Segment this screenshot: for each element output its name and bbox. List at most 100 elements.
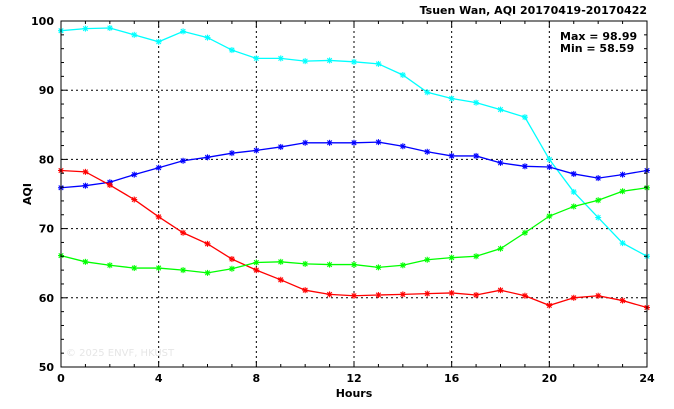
- data-point: [302, 139, 309, 146]
- data-point: [375, 139, 382, 146]
- data-point: [521, 292, 528, 299]
- data-point: [253, 259, 260, 266]
- y-tick-label: 50: [39, 361, 55, 374]
- data-point: [277, 276, 284, 283]
- data-point: [595, 214, 602, 221]
- data-point: [131, 265, 138, 272]
- data-point: [277, 143, 284, 150]
- data-point: [595, 175, 602, 182]
- data-point: [180, 157, 187, 164]
- y-tick-labels: 50 60 70 80 90 100: [31, 15, 54, 374]
- grid-lines: [61, 21, 647, 367]
- data-point: [180, 28, 187, 35]
- data-point: [521, 229, 528, 236]
- x-tick-label: 20: [542, 372, 558, 385]
- data-point: [131, 31, 138, 38]
- y-tick-label: 90: [39, 84, 55, 97]
- data-point: [570, 170, 577, 177]
- data-point: [424, 290, 431, 297]
- data-point: [131, 196, 138, 203]
- data-point: [277, 258, 284, 265]
- data-point: [155, 213, 162, 220]
- data-point: [326, 139, 333, 146]
- data-point: [521, 163, 528, 170]
- data-point: [228, 256, 235, 263]
- data-point: [399, 291, 406, 298]
- data-point: [546, 156, 553, 163]
- data-point: [82, 182, 89, 189]
- data-point: [155, 38, 162, 45]
- min-stat: Min = 58.59: [560, 42, 634, 55]
- y-tick-label: 100: [31, 15, 54, 28]
- y-tick-label: 70: [39, 223, 55, 236]
- data-point: [619, 240, 626, 247]
- data-point: [82, 25, 89, 32]
- data-point: [82, 168, 89, 175]
- data-point: [619, 297, 626, 304]
- data-point: [546, 164, 553, 171]
- x-tick-label: 0: [57, 372, 65, 385]
- data-point: [546, 302, 553, 309]
- data-point: [473, 99, 480, 106]
- data-point: [375, 60, 382, 67]
- data-point: [619, 188, 626, 195]
- data-point: [595, 197, 602, 204]
- data-point: [106, 24, 113, 31]
- data-point: [351, 139, 357, 146]
- data-point: [253, 55, 260, 62]
- data-point: [326, 291, 333, 298]
- series-1: [58, 24, 650, 260]
- data-point: [228, 150, 235, 157]
- data-point: [326, 261, 333, 268]
- data-point: [302, 260, 309, 267]
- y-tick-label: 80: [39, 153, 55, 166]
- data-point: [302, 58, 309, 65]
- data-point: [424, 89, 431, 96]
- data-point: [351, 261, 357, 268]
- x-axis-title: Hours: [336, 387, 373, 400]
- data-point: [180, 267, 187, 274]
- data-point: [155, 265, 162, 272]
- data-point: [448, 289, 455, 296]
- data-point: [497, 287, 504, 294]
- data-point: [106, 182, 113, 189]
- data-point: [521, 114, 528, 121]
- data-point: [473, 253, 480, 260]
- data-point: [473, 292, 480, 299]
- data-point: [497, 159, 504, 166]
- series-3: [58, 167, 650, 311]
- data-point: [302, 287, 309, 294]
- series-4: [58, 184, 650, 276]
- y-axis-title: AQI: [21, 183, 34, 205]
- data-point: [399, 262, 406, 269]
- data-point: [399, 71, 406, 78]
- data-point: [106, 262, 113, 269]
- max-stat: Max = 98.99: [560, 30, 637, 43]
- data-point: [424, 256, 431, 263]
- data-point: [497, 245, 504, 252]
- data-point: [424, 148, 431, 155]
- data-point: [326, 57, 333, 64]
- data-point: [448, 152, 455, 159]
- data-point: [180, 229, 187, 236]
- data-point: [277, 55, 284, 62]
- data-point: [619, 171, 626, 178]
- data-point: [204, 154, 211, 161]
- x-tick-label: 8: [253, 372, 261, 385]
- series-2: [58, 139, 650, 191]
- series-line: [60, 141, 648, 189]
- data-point: [375, 264, 382, 271]
- data-point: [204, 34, 211, 41]
- data-point: [228, 47, 235, 54]
- data-point: [570, 294, 577, 301]
- x-tick-labels: 0 4 8 12 16 20 24: [57, 372, 655, 385]
- y-tick-label: 60: [39, 292, 55, 305]
- data-point: [155, 164, 162, 171]
- data-point: [351, 292, 357, 299]
- data-point: [351, 58, 357, 65]
- data-point: [253, 147, 260, 154]
- x-tick-label: 16: [444, 372, 460, 385]
- data-point: [570, 203, 577, 210]
- data-point: [497, 106, 504, 113]
